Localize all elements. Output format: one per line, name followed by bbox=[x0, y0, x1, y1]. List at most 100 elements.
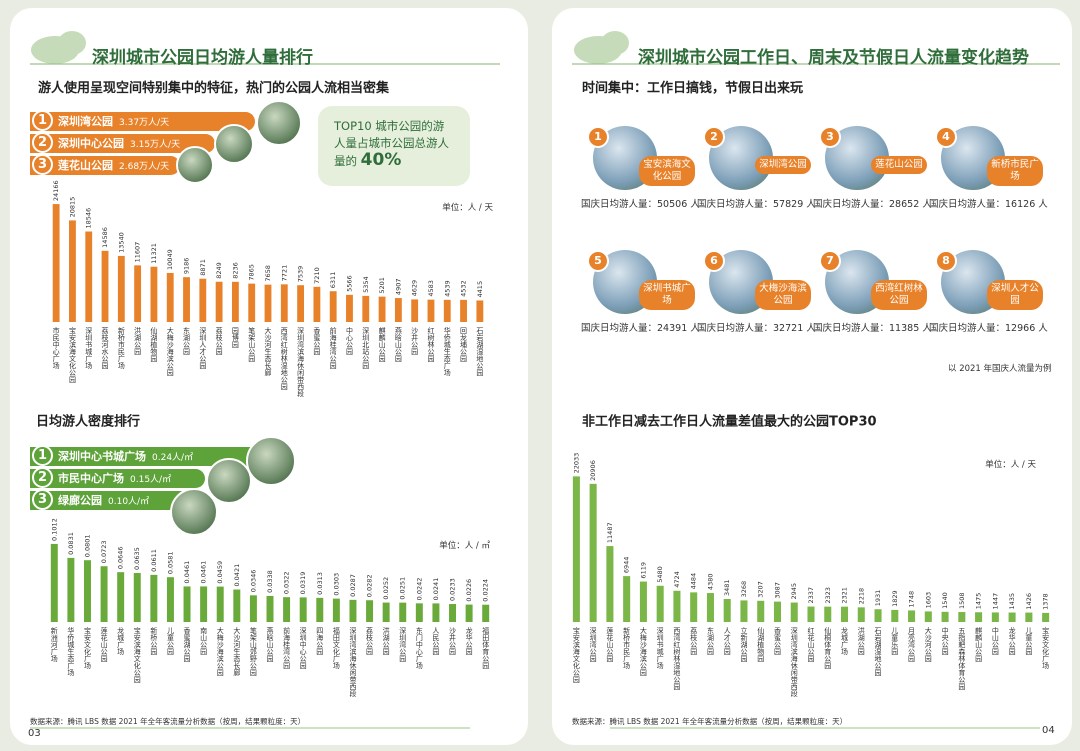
value-label: 18546 bbox=[85, 208, 93, 229]
category-label: 东门中心广场 bbox=[415, 626, 423, 670]
value-label: 8871 bbox=[199, 259, 207, 276]
category-label: 中山公园 bbox=[991, 626, 999, 656]
bar bbox=[150, 574, 158, 622]
card-label: 国庆日均游人量： bbox=[813, 323, 890, 334]
value-label: 0.0319 bbox=[299, 572, 307, 595]
ribbon: 2 市民中心广场 0.15人/㎡ bbox=[30, 467, 205, 488]
value-label: 5354 bbox=[362, 276, 370, 293]
card-value: 国庆日均游人量：28652 人 bbox=[813, 196, 932, 210]
category-label: 洪湖公园 bbox=[382, 626, 390, 656]
bar bbox=[249, 595, 257, 622]
category-label: 宝安滨海文化公园 bbox=[133, 626, 141, 684]
bar bbox=[67, 557, 75, 622]
category-label: 深圳北站公园 bbox=[362, 326, 370, 370]
value-label: 4380 bbox=[706, 574, 714, 591]
bar bbox=[329, 291, 337, 322]
bar bbox=[824, 606, 832, 622]
card-label: 国庆日均游人量： bbox=[929, 199, 1006, 210]
bar bbox=[958, 612, 966, 622]
subtitle: 时间集中：工作日搞钱，节假日出来玩 bbox=[582, 81, 804, 96]
category-label: 立新湖公园 bbox=[740, 626, 748, 663]
value-label: 11487 bbox=[606, 522, 614, 543]
callout-text: TOP10 城市公园的游人量占城市公园总游人量的 bbox=[334, 119, 449, 168]
category-label: 仙湖植物园 bbox=[757, 626, 765, 663]
category-label: 深圳湾滨海休闲带西段 bbox=[349, 626, 357, 698]
bar bbox=[606, 546, 614, 622]
category-label: 儿童乐园 bbox=[891, 627, 899, 656]
value-label: 4415 bbox=[476, 281, 484, 298]
bar bbox=[460, 299, 467, 322]
bar bbox=[757, 600, 765, 622]
category-label: 新桥公园 bbox=[150, 626, 158, 656]
card-number: 16126 bbox=[1005, 199, 1036, 210]
card-rank: 7 bbox=[819, 250, 841, 272]
bar bbox=[233, 589, 241, 622]
value-label: 10049 bbox=[166, 249, 174, 270]
category-label: 宝安滨海文化公园 bbox=[68, 326, 76, 384]
bar bbox=[362, 295, 370, 322]
card-rank: 5 bbox=[587, 250, 609, 272]
chart-title: 日均游人密度排行 bbox=[36, 414, 140, 430]
value-label: 0.0287 bbox=[349, 574, 357, 597]
note: 以 2021 年国庆人流量为例 bbox=[948, 364, 1052, 374]
value-label: 0.0635 bbox=[133, 547, 141, 570]
category-label: 新洲河广场 bbox=[50, 626, 58, 663]
value-label: 0.0346 bbox=[249, 570, 257, 593]
category-label: 香蜜公园 bbox=[313, 326, 321, 356]
category-label: 四海公园 bbox=[316, 627, 324, 656]
photo bbox=[206, 458, 252, 504]
card-rank: 1 bbox=[587, 126, 609, 148]
category-label: 麒麟山公园 bbox=[378, 326, 386, 363]
category-label: 红花山公园 bbox=[807, 626, 815, 663]
value-label: 0.0322 bbox=[283, 571, 291, 594]
card-value: 国庆日均游人量：32721 人 bbox=[697, 320, 816, 334]
card-value: 国庆日均游人量：12966 人 bbox=[929, 320, 1048, 334]
card-label: 国庆日均游人量： bbox=[697, 323, 774, 334]
value: 2.68万人/天 bbox=[119, 162, 170, 172]
bar bbox=[266, 595, 274, 622]
category-label: 龙华公园 bbox=[465, 626, 473, 656]
value-label: 0.0646 bbox=[117, 546, 125, 569]
value-label: 1508 bbox=[958, 592, 966, 609]
card-number: 24391 bbox=[657, 323, 688, 334]
page-number: 04 bbox=[1042, 725, 1055, 736]
card-name: 深圳湾公园 bbox=[755, 156, 811, 174]
category-label: 深圳人才公园 bbox=[199, 326, 207, 370]
value-label: 0.0303 bbox=[332, 573, 340, 596]
bar bbox=[349, 599, 357, 622]
value-label: 0.0611 bbox=[150, 549, 158, 572]
unit-label: 单位：人 / 天 bbox=[442, 202, 493, 213]
photo bbox=[214, 124, 254, 164]
category-label: 华侨城生态广场 bbox=[443, 326, 451, 377]
category-label: 荔枝河水公园 bbox=[101, 326, 109, 370]
bar bbox=[134, 265, 142, 322]
bar bbox=[572, 476, 580, 622]
card-value: 国庆日均游人量：24391 人 bbox=[581, 320, 700, 334]
value-label: 4724 bbox=[673, 571, 681, 588]
category-label: 人民公园 bbox=[432, 627, 440, 656]
category-label: 莲花山公园 bbox=[100, 626, 108, 663]
value-label: 4539 bbox=[443, 280, 451, 297]
bar bbox=[216, 586, 224, 622]
value-label: 24166 bbox=[52, 180, 60, 201]
value: 0.24人/㎡ bbox=[152, 453, 194, 463]
bar bbox=[975, 612, 983, 622]
value-label: 9186 bbox=[183, 258, 191, 275]
bar bbox=[166, 272, 174, 322]
category-label: 石岩湖湿地公园 bbox=[874, 627, 882, 677]
card-value: 国庆日均游人量：57829 人 bbox=[697, 196, 816, 210]
value-label: 2321 bbox=[841, 587, 849, 604]
category-label: 回龙埔公园 bbox=[460, 327, 468, 363]
category-label: 荔枝公园 bbox=[215, 326, 223, 356]
photo bbox=[256, 100, 302, 146]
source: 数据来源：腾讯 LBS 数据 2021 年全年客流量分析数据（按周，结果颗粒度：… bbox=[30, 717, 306, 726]
unit-label: 单位：人 / ㎡ bbox=[439, 540, 490, 551]
value-label: 3207 bbox=[757, 581, 765, 598]
category-label: 前海桂湾公园 bbox=[283, 626, 291, 670]
value-label: 11321 bbox=[150, 243, 158, 264]
card-number: 28652 bbox=[889, 199, 920, 210]
bar bbox=[1042, 612, 1050, 622]
bar bbox=[69, 220, 76, 322]
value-label: 6311 bbox=[329, 272, 337, 289]
bar bbox=[316, 597, 324, 622]
